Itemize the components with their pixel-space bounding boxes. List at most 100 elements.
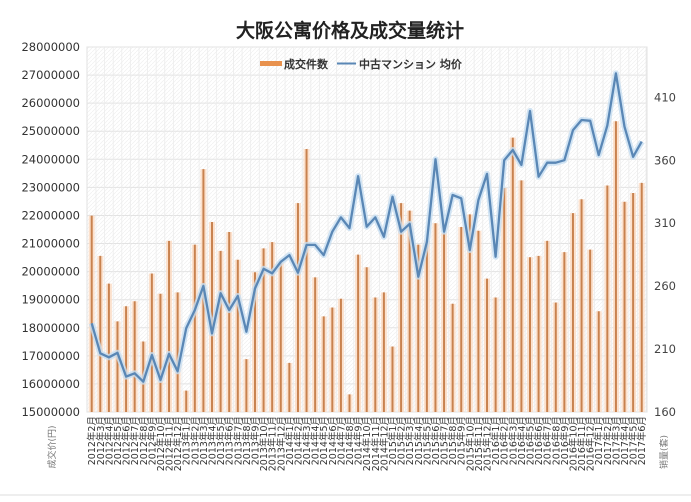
bar	[441, 233, 448, 412]
x-tick-label: 2015年4月	[413, 416, 425, 465]
x-tick-label: 2017年1月	[593, 416, 605, 465]
left-tick-label: 26000000	[21, 96, 80, 110]
x-tick-label: 2012年5月	[112, 416, 124, 465]
x-tick-label: 2014年4月	[310, 416, 322, 465]
x-tick-label: 2016年10月	[567, 416, 579, 471]
left-tick-label: 28000000	[21, 40, 80, 54]
left-tick-label: 17000000	[21, 349, 80, 363]
left-tick-label: 25000000	[21, 124, 80, 138]
x-tick-label: 2012年7月	[129, 416, 141, 465]
left-tick-label: 20000000	[21, 265, 80, 279]
bar	[88, 215, 95, 412]
bar	[131, 301, 138, 412]
bar	[286, 362, 293, 412]
x-tick-label: 2016年7月	[542, 416, 554, 465]
x-tick-label: 2016年6月	[533, 416, 545, 465]
right-y-axis: 160 210 260 310 360 410	[654, 90, 676, 419]
bar	[398, 203, 405, 412]
bar	[518, 180, 525, 412]
bar	[449, 303, 456, 412]
left-tick-label: 23000000	[21, 180, 80, 194]
x-tick-label: 2013年1月	[181, 416, 193, 465]
x-tick-label: 2015年5月	[421, 416, 433, 465]
right-tick-label: 260	[654, 279, 676, 293]
x-tick-label: 2012年9月	[146, 416, 158, 465]
bar	[97, 255, 104, 412]
x-tick-label: 2013年11月	[267, 416, 279, 471]
x-tick-label: 2015年10月	[464, 416, 476, 471]
x-tick-label: 2014年11月	[370, 416, 382, 471]
bar	[578, 199, 585, 412]
left-tick-label: 22000000	[21, 208, 80, 222]
bar	[157, 293, 164, 412]
bar	[630, 193, 637, 412]
x-tick-label: 2014年7月	[335, 416, 347, 465]
right-tick-label: 160	[654, 405, 676, 419]
x-tick-label: 2014年6月	[327, 416, 339, 465]
x-tick-label: 2016年1月	[490, 416, 502, 465]
bar	[509, 137, 516, 412]
x-tick-label: 2013年3月	[198, 416, 210, 465]
bar	[355, 254, 362, 412]
bar	[312, 277, 319, 412]
bar	[432, 223, 439, 412]
bar	[604, 185, 611, 412]
bar	[595, 311, 602, 412]
x-tick-label: 2012年4月	[103, 416, 115, 465]
bar	[380, 292, 387, 412]
x-tick-label: 2014年9月	[353, 416, 365, 465]
bar	[535, 255, 542, 412]
right-axis-title: 销量(套)	[658, 435, 670, 469]
x-tick-label: 2017年6月	[636, 416, 648, 465]
x-tick-label: 2016年11月	[576, 416, 588, 471]
price-line	[90, 72, 643, 383]
bar-series-transactions	[88, 121, 645, 413]
legend: 成交件数 中古マンション 均价	[260, 57, 463, 71]
legend-swatch-bar	[260, 61, 282, 66]
left-tick-label: 18000000	[21, 321, 80, 335]
legend-label-transactions: 成交件数	[284, 57, 329, 71]
x-tick-label: 2016年9月	[559, 416, 571, 465]
bar	[166, 240, 173, 412]
bar	[183, 390, 190, 412]
x-tick-label: 2014年12月	[378, 416, 390, 471]
right-tick-label: 210	[654, 342, 676, 356]
bar	[337, 298, 344, 412]
bar	[484, 278, 491, 412]
bar	[389, 346, 396, 412]
bar	[501, 187, 508, 412]
bar	[148, 273, 155, 412]
x-tick-label: 2015年12月	[482, 416, 494, 471]
left-tick-label: 16000000	[21, 377, 80, 391]
x-tick-label: 2015年8月	[447, 416, 459, 465]
bar	[475, 230, 482, 412]
x-tick-label: 2012年11月	[164, 416, 176, 471]
x-tick-label: 2013年10月	[258, 416, 270, 471]
x-tick-label: 2016年4月	[516, 416, 528, 465]
x-tick-label: 2014年1月	[284, 416, 296, 465]
bar	[423, 240, 430, 412]
x-tick-label: 2015年11月	[473, 416, 485, 471]
bar	[492, 297, 499, 412]
bar	[105, 283, 112, 412]
left-tick-label: 19000000	[21, 293, 80, 307]
bar	[243, 359, 250, 412]
x-tick-label: 2014年8月	[344, 416, 356, 465]
x-tick-label: 2017年3月	[610, 416, 622, 465]
bar	[114, 321, 121, 412]
plot-area	[86, 46, 648, 413]
bar	[544, 240, 551, 412]
bar	[174, 292, 181, 412]
x-tick-label: 2015年6月	[430, 416, 442, 465]
left-tick-label: 24000000	[21, 152, 80, 166]
right-tick-label: 410	[654, 90, 676, 104]
x-tick-label: 2014年3月	[301, 416, 313, 465]
bar	[621, 201, 628, 412]
bar	[363, 267, 370, 412]
bar	[277, 262, 284, 412]
x-tick-label: 2015年9月	[456, 416, 468, 465]
x-axis-labels: 2012年2月2012年3月2012年4月2012年5月2012年6月2012年…	[86, 416, 648, 471]
x-tick-label: 2016年5月	[524, 416, 536, 465]
bar	[526, 257, 533, 412]
bar	[217, 250, 224, 412]
